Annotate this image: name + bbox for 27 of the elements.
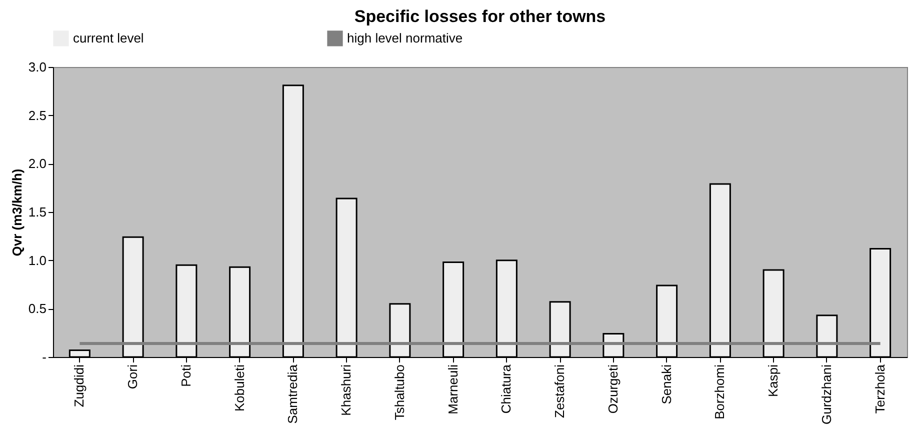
x-tick-label: Terzhola — [872, 364, 888, 414]
x-tick-label: Chiatura — [498, 364, 514, 414]
y-tick-label: 1.5 — [28, 204, 46, 220]
x-tick-label: Zestafoni — [552, 364, 568, 418]
y-tick-label: - — [42, 350, 46, 364]
x-tick-label: Ozurgeti — [605, 364, 620, 414]
y-tick-label: 0.5 — [28, 301, 46, 316]
x-tick-label: Zugdidi — [72, 364, 87, 408]
y-axis-title: Qvr (m3/km/h) — [9, 168, 24, 256]
y-tick-label: 1.0 — [28, 252, 46, 268]
x-tick-label: Poti — [178, 364, 194, 387]
x-tick-label: Gurdzhani — [818, 364, 834, 424]
y-tick-label: 3.0 — [28, 60, 46, 74]
x-tick-label: Kaspi — [766, 364, 781, 398]
x-tick-label: Senaki — [658, 364, 674, 404]
x-tick-label: Samtredia — [285, 364, 300, 424]
x-tick-label: Gori — [125, 364, 140, 390]
x-tick-label: Marneuli — [445, 364, 460, 414]
x-tick-label: Khashuri — [338, 364, 354, 416]
legend-label: current level — [73, 30, 144, 46]
legend-label: high level normative — [347, 30, 463, 46]
y-tick-label: 2.0 — [28, 156, 46, 172]
y-tick-label: 2.5 — [28, 108, 46, 123]
x-tick-label: Tshaltubo — [392, 364, 407, 420]
x-tick-label: Kobuleti — [232, 364, 247, 412]
chart-title: Specific losses for other towns — [354, 7, 606, 26]
x-tick-label: Borzhomi — [712, 364, 728, 420]
